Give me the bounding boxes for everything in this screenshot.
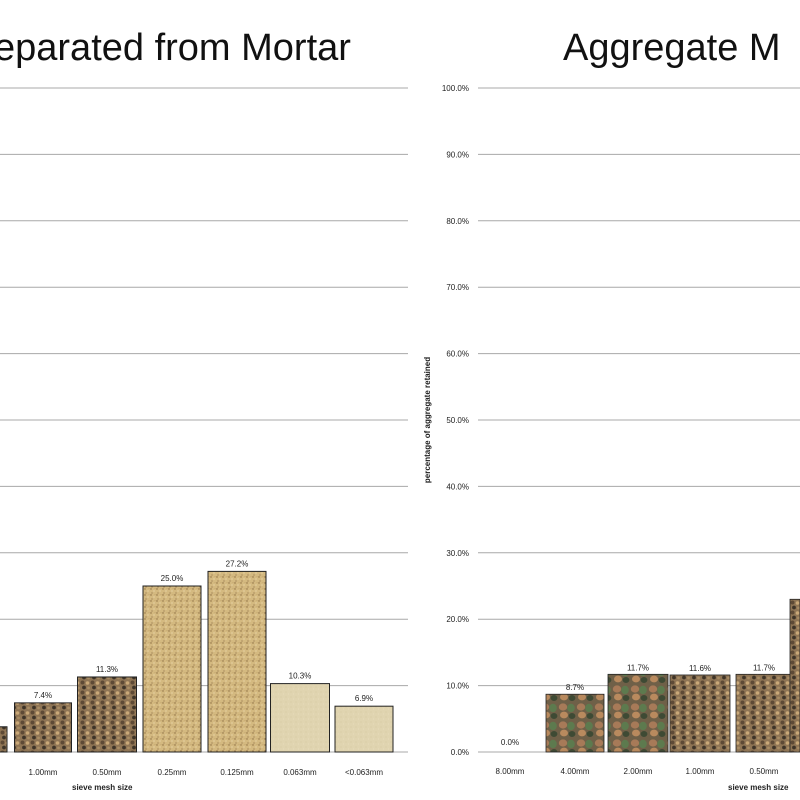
right-value-label: 11.6% bbox=[689, 664, 711, 673]
left-value-label: 27.2% bbox=[226, 559, 249, 568]
left-category-label: 0.063mm bbox=[283, 768, 317, 777]
left-bar bbox=[77, 676, 137, 753]
right-y-tick-label: 50.0% bbox=[446, 416, 469, 425]
right-y-tick-label: 70.0% bbox=[446, 283, 469, 292]
right-chart: Aggregate M 0.0% 10.0% 20.0% 30.0% 40.0% 50.0… bbox=[423, 27, 800, 792]
left-category-label: 0.125mm bbox=[220, 768, 254, 777]
left-category-label: 0.25mm bbox=[158, 768, 187, 777]
right-y-tick-label: 60.0% bbox=[446, 350, 469, 359]
right-category-label: 0.50mm bbox=[750, 767, 779, 776]
right-bar bbox=[735, 673, 793, 753]
left-x-axis-title: sieve mesh size bbox=[72, 783, 133, 792]
left-value-label: 11.3% bbox=[96, 665, 118, 674]
right-category-label: 8.00mm bbox=[496, 767, 525, 776]
right-y-tick-label: 0.0% bbox=[451, 748, 469, 757]
right-y-tick-label: 80.0% bbox=[446, 217, 469, 226]
right-category-labels: 8.00mm 4.00mm 2.00mm 1.00mm 0.50mm bbox=[496, 767, 779, 776]
left-value-label: 10.3% bbox=[289, 672, 312, 681]
right-y-tick-label: 90.0% bbox=[446, 150, 469, 159]
left-chart: eparated from Mortar 7.4% 11.3% 25.0% 27.2%… bbox=[0, 27, 408, 792]
left-bars bbox=[0, 570, 394, 753]
right-gridlines bbox=[478, 87, 800, 753]
left-bar bbox=[14, 702, 72, 753]
right-value-label: 8.7% bbox=[566, 683, 584, 692]
right-y-tick-label: 10.0% bbox=[446, 682, 469, 691]
left-bar bbox=[270, 683, 330, 753]
right-y-axis-title: percentage of aggregate retained bbox=[423, 357, 432, 483]
left-value-label: 6.9% bbox=[355, 694, 373, 703]
right-category-label: 2.00mm bbox=[624, 767, 653, 776]
right-category-label: 4.00mm bbox=[561, 767, 590, 776]
right-category-label: 1.00mm bbox=[686, 767, 715, 776]
right-y-tick-label: 30.0% bbox=[446, 549, 469, 558]
left-bar bbox=[0, 726, 8, 753]
right-value-label: 11.7% bbox=[753, 663, 775, 672]
left-value-labels: 7.4% 11.3% 25.0% 27.2% 10.3% 6.9% bbox=[34, 559, 373, 703]
right-bar bbox=[545, 693, 605, 753]
left-category-label: <0.063mm bbox=[345, 768, 383, 777]
right-value-label: 0.0% bbox=[501, 738, 519, 747]
right-y-tick-labels: 0.0% 10.0% 20.0% 30.0% 40.0% 50.0% 60.0% 70.0% 8… bbox=[442, 84, 469, 757]
left-category-label: 0.50mm bbox=[93, 768, 122, 777]
left-bar bbox=[334, 705, 394, 753]
right-value-labels: 0.0% 8.7% 11.7% 11.6% 11.7% bbox=[501, 663, 775, 747]
left-bar bbox=[142, 585, 202, 753]
left-gridlines bbox=[0, 87, 408, 753]
right-y-tick-label: 20.0% bbox=[446, 615, 469, 624]
left-chart-title: eparated from Mortar bbox=[0, 27, 351, 69]
right-bar bbox=[789, 598, 800, 753]
left-value-label: 25.0% bbox=[161, 574, 184, 583]
right-y-tick-label: 40.0% bbox=[446, 482, 469, 491]
left-category-label: 1.00mm bbox=[29, 768, 58, 777]
right-y-tick-label: 100.0% bbox=[442, 84, 469, 93]
right-bars bbox=[545, 598, 800, 753]
left-category-labels: 1.00mm 0.50mm 0.25mm 0.125mm 0.063mm <0.063mm bbox=[29, 768, 384, 777]
left-value-label: 7.4% bbox=[34, 691, 52, 700]
right-x-axis-title: sieve mesh size bbox=[728, 783, 789, 792]
left-bar bbox=[207, 570, 267, 753]
right-chart-title: Aggregate M bbox=[563, 27, 781, 69]
right-value-label: 11.7% bbox=[627, 663, 649, 672]
right-bar bbox=[607, 673, 669, 753]
right-bar bbox=[669, 674, 731, 753]
